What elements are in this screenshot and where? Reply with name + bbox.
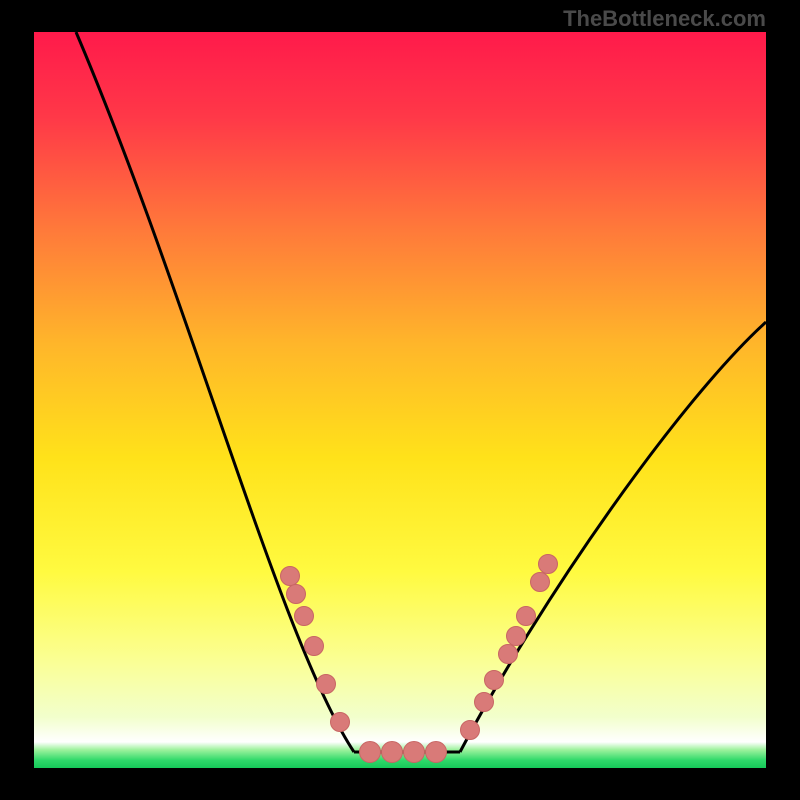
data-marker — [460, 720, 480, 740]
curve-right — [460, 322, 766, 752]
data-marker — [316, 674, 336, 694]
data-marker — [538, 554, 558, 574]
data-marker — [359, 741, 381, 763]
data-marker — [474, 692, 494, 712]
data-marker — [294, 606, 314, 626]
data-marker — [498, 644, 518, 664]
data-marker — [484, 670, 504, 690]
curve-layer — [0, 0, 800, 800]
data-marker — [425, 741, 447, 763]
data-marker — [381, 741, 403, 763]
data-marker — [280, 566, 300, 586]
data-marker — [304, 636, 324, 656]
data-marker — [330, 712, 350, 732]
data-marker — [286, 584, 306, 604]
data-marker — [516, 606, 536, 626]
data-marker — [506, 626, 526, 646]
data-marker — [403, 741, 425, 763]
watermark-text: TheBottleneck.com — [563, 6, 766, 32]
data-marker — [530, 572, 550, 592]
